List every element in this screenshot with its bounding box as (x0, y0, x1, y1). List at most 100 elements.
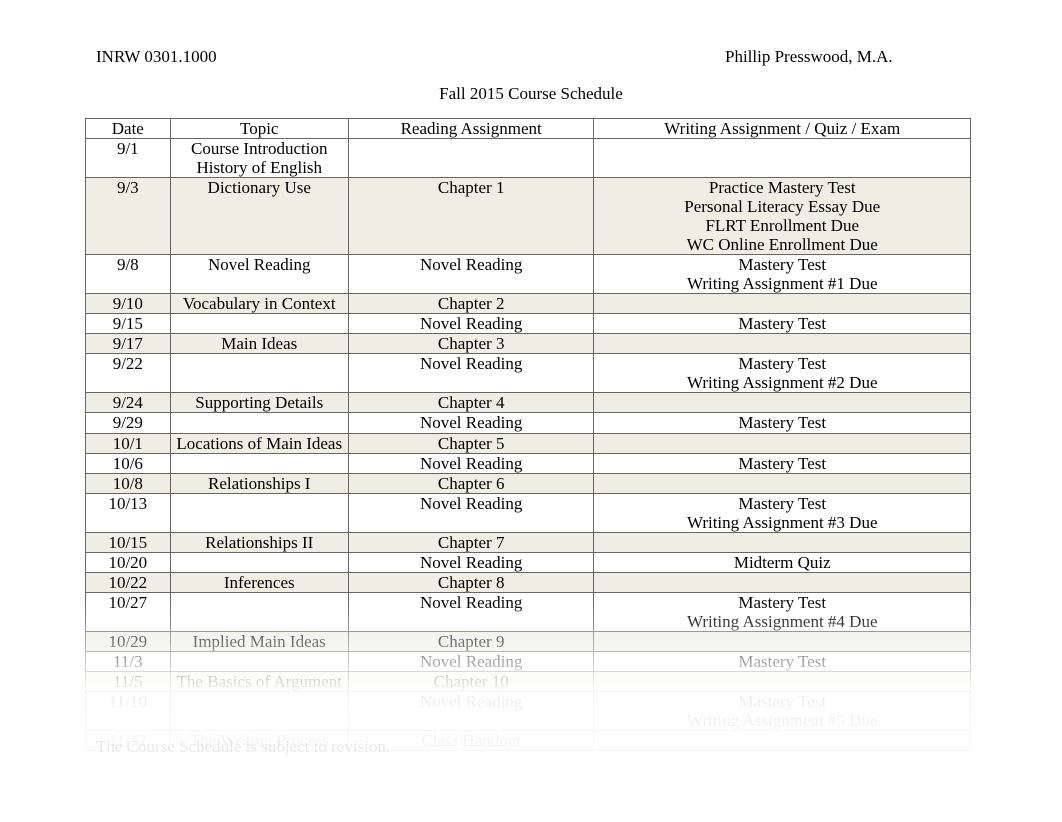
table-row: 10/22InferencesChapter 8 (86, 572, 971, 592)
cell-date: 10/22 (86, 572, 171, 592)
cell-writing (594, 139, 971, 178)
cell-text: 10/1 (86, 434, 170, 453)
cell-date: 9/10 (86, 294, 171, 314)
table-row: 11/5The Basics of ArgumentChapter 10 (86, 671, 971, 691)
col-header-topic: Topic (170, 119, 348, 139)
table-row: 10/8Relationships IChapter 6 (86, 473, 971, 493)
cell-topic (170, 552, 348, 572)
cell-text: Novel Reading (349, 413, 594, 432)
cell-writing: Practice Mastery TestPersonal Literacy E… (594, 178, 971, 255)
cell-writing: Mastery TestWriting Assignment #5 Due (594, 691, 971, 730)
table-row: 10/27Novel ReadingMastery TestWriting As… (86, 592, 971, 631)
cell-text: Novel Reading (171, 255, 348, 274)
cell-writing: Mastery TestWriting Assignment #2 Due (594, 354, 971, 393)
cell-text: 10/20 (86, 553, 170, 572)
cell-text: FLRT Enrollment Due (594, 216, 970, 235)
cell-text: Practice Mastery Test (594, 178, 970, 197)
cell-reading: Novel Reading (348, 592, 594, 631)
cell-writing (594, 572, 971, 592)
cell-text: Writing Assignment #1 Due (594, 274, 970, 293)
cell-text: 10/22 (86, 573, 170, 592)
cell-text: 10/8 (86, 474, 170, 493)
cell-text: 9/10 (86, 294, 170, 313)
table-header-row: Date Topic Reading Assignment Writing As… (86, 119, 971, 139)
cell-topic: Locations of Main Ideas (170, 433, 348, 453)
table-row: 10/20Novel ReadingMidterm Quiz (86, 552, 971, 572)
cell-reading: Novel Reading (348, 354, 594, 393)
cell-writing: Mastery Test (594, 413, 971, 433)
cell-date: 9/29 (86, 413, 171, 433)
col-header-writing: Writing Assignment / Quiz / Exam (594, 119, 971, 139)
cell-text: Relationships II (171, 533, 348, 552)
cell-text: Implied Main Ideas (171, 632, 348, 651)
cell-topic: The Basics of Argument (170, 671, 348, 691)
cell-text: Writing Assignment #4 Due (594, 612, 970, 631)
cell-text: Mastery Test (594, 652, 970, 671)
cell-reading: Novel Reading (348, 552, 594, 572)
table-row: 9/24Supporting DetailsChapter 4 (86, 393, 971, 413)
page-title: Fall 2015 Course Schedule (0, 84, 1062, 104)
cell-topic: Implied Main Ideas (170, 631, 348, 651)
cell-writing: Mastery TestWriting Assignment #1 Due (594, 255, 971, 294)
cell-text: 11/10 (86, 692, 170, 711)
cell-writing: Mastery TestWriting Assignment #4 Due (594, 592, 971, 631)
cell-date: 10/15 (86, 532, 171, 552)
cell-text: Personal Literacy Essay Due (594, 197, 970, 216)
cell-text: Novel Reading (349, 593, 594, 612)
cell-reading: Novel Reading (348, 453, 594, 473)
table-row: 10/1Locations of Main IdeasChapter 5 (86, 433, 971, 453)
cell-writing: Mastery TestWriting Assignment #3 Due (594, 493, 971, 532)
cell-date: 9/3 (86, 178, 171, 255)
table-row: 9/15Novel ReadingMastery Test (86, 314, 971, 334)
table-row: 10/29Implied Main IdeasChapter 9 (86, 631, 971, 651)
cell-text: Chapter 3 (349, 334, 594, 353)
cell-text: Chapter 7 (349, 533, 594, 552)
cell-text: Supporting Details (171, 393, 348, 412)
table-row: 11/3 Novel ReadingMastery Test (86, 651, 971, 671)
cell-text: Chapter 9 (349, 632, 594, 651)
cell-text: 9/24 (86, 393, 170, 412)
cell-reading: Chapter 3 (348, 334, 594, 354)
cell-text: 9/1 (86, 139, 170, 158)
cell-writing (594, 532, 971, 552)
cell-topic: Novel Reading (170, 255, 348, 294)
cell-reading: Chapter 10 (348, 671, 594, 691)
cell-text: Locations of Main Ideas (171, 434, 348, 453)
cell-text: Course Introduction (171, 139, 348, 158)
table-row: 9/10Vocabulary in ContextChapter 2 (86, 294, 971, 314)
cell-text: 11/3 (86, 652, 170, 671)
cell-topic: Course IntroductionHistory of English (170, 139, 348, 178)
cell-date: 9/8 (86, 255, 171, 294)
table-row: 9/17Main IdeasChapter 3 (86, 334, 971, 354)
cell-text: 9/22 (86, 354, 170, 373)
cell-text: Inferences (171, 573, 348, 592)
cell-reading: Novel Reading (348, 651, 594, 671)
cell-date: 10/29 (86, 631, 171, 651)
cell-writing (594, 473, 971, 493)
cell-date: 10/1 (86, 433, 171, 453)
cell-text: Novel Reading (349, 652, 594, 671)
cell-text: Mastery Test (594, 354, 970, 373)
cell-text: Main Ideas (171, 334, 348, 353)
cell-text: Novel Reading (349, 692, 594, 711)
cell-text: Novel Reading (349, 314, 594, 333)
cell-text: 9/17 (86, 334, 170, 353)
cell-topic (170, 691, 348, 730)
cell-topic (170, 314, 348, 334)
cell-topic (170, 493, 348, 532)
cell-text: 10/29 (86, 632, 170, 651)
cell-reading: Chapter 1 (348, 178, 594, 255)
cell-reading: Chapter 6 (348, 473, 594, 493)
cell-text: Chapter 2 (349, 294, 594, 313)
cell-text: Mastery Test (594, 454, 970, 473)
cell-reading: Novel Reading (348, 314, 594, 334)
cell-date: 9/22 (86, 354, 171, 393)
cell-topic: Supporting Details (170, 393, 348, 413)
cell-text: 9/3 (86, 178, 170, 197)
cell-writing: Mastery Test (594, 314, 971, 334)
cell-date: 10/6 (86, 453, 171, 473)
cell-reading: Novel Reading (348, 493, 594, 532)
cell-text: Mastery Test (594, 413, 970, 432)
cell-text: Chapter 4 (349, 393, 594, 412)
cell-text: Novel Reading (349, 454, 594, 473)
